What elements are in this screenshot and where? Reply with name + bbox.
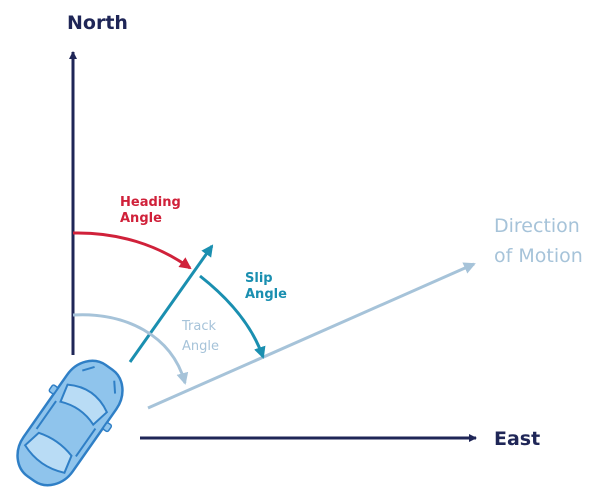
track-angle-label-line1: Track (181, 319, 216, 334)
heading-angle-label-line2: Angle (120, 211, 162, 226)
track-angle-arc (72, 313, 189, 385)
heading-angle-label-line1: Heading (120, 195, 181, 210)
direction-of-motion-line (147, 262, 476, 410)
east-label: East (494, 428, 540, 450)
track-angle-label-line2: Angle (182, 339, 219, 354)
direction-of-motion-label-line2: of Motion (494, 245, 583, 267)
direction-of-motion-label-line1: Direction (494, 215, 580, 237)
slip-angle-label-line1: Slip (245, 271, 273, 286)
heading-direction-line (128, 244, 214, 363)
slip-angle-label-line2: Angle (245, 287, 287, 302)
car-icon (16, 359, 124, 487)
slip-angle-arc (199, 274, 266, 359)
north-label: North (67, 12, 128, 34)
heading-angle-arc (72, 231, 192, 270)
